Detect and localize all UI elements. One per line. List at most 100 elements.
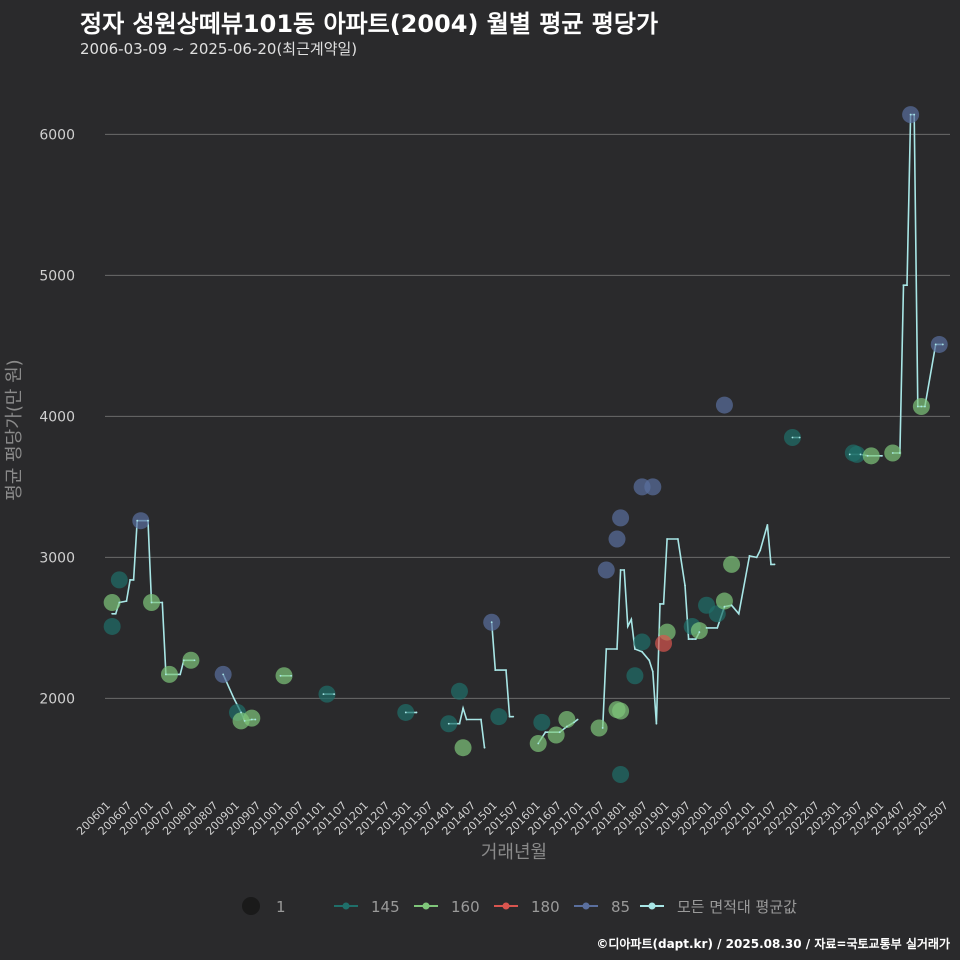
average-point (537, 742, 540, 745)
point-160 (612, 702, 630, 720)
point-85 (612, 509, 630, 527)
y-tick-label: 2000 (39, 691, 75, 707)
average-point (576, 718, 579, 721)
point-160 (590, 719, 608, 737)
average-point (136, 519, 139, 522)
average-point (279, 674, 282, 677)
average-point (512, 715, 515, 718)
average-point (748, 555, 751, 557)
average-point (891, 452, 894, 454)
average-point (415, 711, 418, 714)
point-145 (626, 667, 644, 685)
scatter-points (103, 106, 948, 783)
average-point (558, 731, 561, 734)
point-160 (182, 651, 200, 669)
legend-swatch-dot-s160 (422, 902, 430, 910)
average-point (655, 722, 658, 725)
average-point (250, 718, 253, 721)
average-point (254, 718, 257, 721)
average-point (716, 626, 719, 629)
point-160 (558, 711, 576, 728)
legend-label-s160: 160 (451, 898, 480, 916)
legend-swatch-dot-s180 (502, 902, 510, 910)
point-160 (862, 447, 880, 465)
point-145 (490, 708, 508, 726)
average-point (480, 718, 482, 721)
y-tick-label: 5000 (39, 268, 75, 284)
average-point (687, 638, 690, 641)
average-point (150, 601, 153, 604)
average-point (118, 601, 121, 604)
average-point (898, 452, 901, 454)
average-point (508, 715, 511, 718)
average-point (494, 669, 497, 672)
average-point (483, 746, 486, 749)
average-point (934, 343, 937, 346)
point-145 (848, 445, 866, 463)
average-point (913, 113, 916, 116)
legend-label-s85: 85 (611, 898, 630, 916)
y-axis-title: 평균 평당가(만 원) (4, 359, 25, 500)
average-point (447, 722, 450, 725)
x-axis-title: 거래년월 (481, 842, 547, 863)
average-point (605, 648, 608, 650)
point-145 (110, 571, 128, 589)
average-point (766, 524, 769, 526)
average-point (648, 659, 651, 662)
average-point (859, 453, 862, 456)
average-point (848, 453, 851, 456)
average-point (490, 621, 493, 624)
y-tick-label: 3000 (39, 550, 75, 566)
point-145 (318, 685, 336, 703)
legend-swatch-dot-s85 (582, 902, 590, 910)
average-point (505, 669, 507, 672)
average-point (759, 549, 762, 552)
average-point (333, 693, 336, 696)
average-point (909, 113, 912, 116)
average-point (544, 731, 547, 734)
average-point (111, 612, 114, 615)
average-point (243, 720, 246, 722)
average-point (616, 648, 618, 650)
source-caption: ©디아파트(dapt.kr) / 2025.08.30 / 자료=국토교통부 실… (596, 937, 950, 951)
point-160 (103, 593, 121, 611)
point-180 (655, 634, 673, 652)
average-point (906, 284, 908, 287)
average-point (222, 673, 225, 676)
average-point (182, 659, 185, 662)
average-point (164, 673, 167, 676)
average-point (147, 519, 149, 522)
average-point (773, 563, 776, 566)
point-145 (633, 633, 651, 651)
average-point (737, 612, 740, 615)
point-85 (930, 335, 948, 353)
legend-size-label: 1 (276, 898, 286, 916)
legend-swatch-dot-avg (648, 902, 656, 910)
average-point (240, 711, 242, 714)
average-point (730, 604, 733, 607)
legend-size-swatch (242, 897, 260, 915)
legend-label-avg: 모든 면적대 평균값 (677, 898, 797, 916)
average-point (676, 538, 679, 540)
point-85 (608, 530, 626, 548)
point-160 (723, 555, 741, 573)
average-point (129, 579, 131, 581)
average-point (179, 673, 182, 676)
average-point (723, 605, 726, 608)
average-point (770, 563, 772, 566)
average-point (755, 556, 758, 559)
average-point (684, 584, 686, 587)
point-160 (275, 667, 293, 685)
y-tick-label: 6000 (39, 127, 75, 143)
average-point (666, 538, 669, 540)
point-145 (450, 682, 468, 700)
average-line (448, 705, 486, 748)
point-85 (715, 396, 733, 414)
legend-swatch-dot-s145 (342, 902, 350, 910)
point-85 (597, 561, 615, 579)
average-point (920, 405, 923, 408)
average-point (866, 454, 869, 457)
y-gridlines (105, 133, 950, 699)
point-160 (160, 665, 178, 683)
